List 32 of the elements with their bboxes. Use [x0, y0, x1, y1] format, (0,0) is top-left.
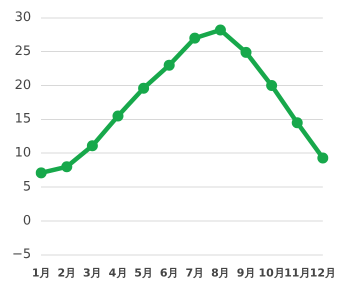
- point: [292, 117, 303, 128]
- y-tick-label: 15: [14, 112, 32, 127]
- y-tick-label: −5: [12, 247, 32, 262]
- point: [240, 46, 252, 58]
- x-tick-label: 5月: [134, 266, 153, 280]
- x-tick-label: 12月: [310, 266, 336, 280]
- y-tick-label: 10: [14, 146, 32, 161]
- x-tick-label: 3月: [83, 266, 102, 280]
- point: [317, 152, 328, 164]
- x-tick-label: 7月: [185, 266, 204, 280]
- x-tick-label: 8月: [211, 266, 230, 280]
- point: [164, 60, 175, 71]
- point: [112, 110, 124, 122]
- x-tick-label: 2月: [57, 266, 76, 280]
- x-tick-label: 9月: [236, 266, 256, 280]
- y-tick-label: 5: [22, 179, 32, 194]
- y-tick-label: 30: [14, 10, 32, 26]
- x-tick-label: 6月: [160, 266, 179, 280]
- point: [266, 80, 278, 92]
- point: [61, 161, 72, 172]
- point: [36, 167, 47, 178]
- x-tick-label: 11月: [284, 266, 310, 280]
- point: [189, 32, 200, 44]
- point: [86, 140, 98, 152]
- y-tick-label: 0: [22, 213, 32, 228]
- point: [214, 24, 226, 36]
- x-tick-label: 10月: [258, 266, 285, 280]
- y-tick-label: 25: [14, 44, 32, 60]
- y-tick-label: 20: [14, 78, 32, 93]
- point: [138, 82, 150, 94]
- x-tick-label: 1月: [32, 266, 50, 280]
- x-tick-label: 4月: [108, 266, 128, 280]
